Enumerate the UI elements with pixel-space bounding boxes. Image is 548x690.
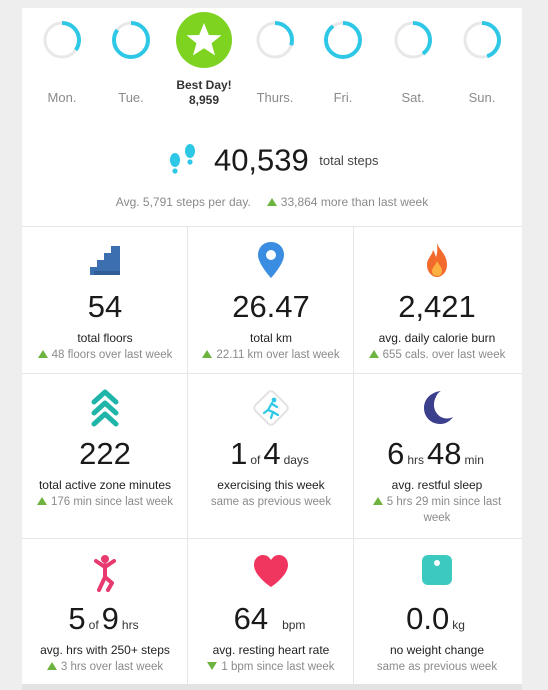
- progress-ring-icon: [324, 21, 362, 59]
- stat-label: avg. resting heart rate: [212, 643, 330, 657]
- stat-comparison: 1 bpm since last week: [192, 659, 350, 675]
- progress-ring-icon: [463, 21, 501, 59]
- stat-comparison: 3 hrs over last week: [26, 659, 184, 675]
- moon-icon: [354, 388, 520, 428]
- day-label: Sun.: [468, 90, 496, 105]
- scale-icon: [354, 553, 520, 593]
- stat-floors[interactable]: 54 total floors 48 floors over last week: [22, 227, 188, 374]
- day-label: Sat.: [401, 90, 425, 105]
- trend-down-icon: [207, 662, 218, 670]
- day-label: Fri.: [333, 90, 353, 105]
- total-steps-unit: total steps: [319, 153, 379, 168]
- trend-up-icon: [36, 497, 47, 505]
- trend-up-icon: [202, 350, 213, 358]
- best-day-label: Best Day!: [176, 78, 232, 92]
- trend-up-icon: [37, 350, 48, 358]
- flame-icon: [354, 241, 520, 281]
- trend-up-icon: [46, 662, 57, 670]
- steps-average-line: Avg. 5,791 steps per day. 33,864 more tha…: [22, 195, 522, 209]
- stat-comparison: 48 floors over last week: [26, 347, 184, 363]
- trend-up-icon: [372, 497, 383, 505]
- heart-icon: [188, 553, 354, 593]
- more-than-last-week-text: 33,864 more than last week: [280, 195, 429, 209]
- stat-comparison: 22.11 km over last week: [192, 347, 350, 363]
- total-steps-summary: 40,539 total steps: [22, 142, 522, 182]
- location-pin-icon: [188, 241, 354, 281]
- best-day-steps: 8,959: [188, 93, 220, 107]
- stairs-icon: [22, 241, 188, 281]
- stat-calories[interactable]: 2,421 avg. daily calorie burn 655 cals. …: [354, 227, 522, 374]
- stat-label: no weight change: [389, 643, 485, 657]
- stat-value: 26.47: [232, 289, 310, 324]
- stat-value: 54: [87, 289, 123, 324]
- stat-comparison: 655 cals. over last week: [358, 347, 516, 363]
- stat-distance[interactable]: 26.47 total km 22.11 km over last week: [188, 227, 354, 374]
- trend-up-icon: [368, 350, 379, 358]
- stat-label: avg. restful sleep: [391, 478, 483, 492]
- avg-steps-text: Avg. 5,791 steps per day.: [115, 195, 251, 209]
- day-wed-best[interactable]: Best Day! 8,959: [169, 12, 239, 108]
- day-label: Thurs.: [256, 90, 294, 105]
- stat-label: total active zone minutes: [38, 478, 172, 492]
- stat-value: 64 bpm: [233, 601, 306, 636]
- stat-value: 5 of9 hrs: [68, 601, 139, 636]
- stat-value: 0.0 kg: [406, 601, 465, 636]
- day-label: Tue.: [118, 90, 144, 105]
- stat-comparison: 176 min since last week: [26, 494, 184, 510]
- top-divider: [22, 0, 522, 8]
- stat-hourly-activity[interactable]: 5 of9 hrs avg. hrs with 250+ steps 3 hrs o…: [22, 539, 188, 687]
- stat-active-zone-minutes[interactable]: 222 total active zone minutes 176 min si…: [22, 374, 188, 539]
- progress-ring-icon: [394, 21, 432, 59]
- hourly-activity-icon: [22, 553, 188, 593]
- bottom-divider: [22, 684, 522, 690]
- footprints-icon: [166, 142, 200, 179]
- progress-ring-icon: [256, 21, 294, 59]
- stat-label: total km: [249, 331, 292, 345]
- day-tue[interactable]: Tue.: [96, 20, 166, 105]
- stat-comparison: same as previous week: [210, 496, 332, 508]
- stat-comparison: same as previous week: [376, 661, 498, 673]
- stat-resting-heart-rate[interactable]: 64 bpm avg. resting heart rate 1 bpm sinc…: [188, 539, 354, 687]
- day-sun[interactable]: Sun.: [447, 20, 517, 105]
- day-mon[interactable]: Mon.: [27, 20, 97, 105]
- day-label: Mon.: [47, 90, 77, 105]
- stat-label: avg. hrs with 250+ steps: [40, 643, 170, 657]
- weekly-summary-page: Mon. Tue. Best Day! 8,959 Thurs.: [22, 0, 522, 690]
- stat-label: total floors: [77, 331, 133, 345]
- week-progress-row: Mon. Tue. Best Day! 8,959 Thurs.: [22, 12, 522, 130]
- stat-exercise-days[interactable]: 1 of4 days exercising this week same as pr…: [188, 374, 354, 539]
- active-zone-icon: [22, 388, 188, 428]
- stat-label: exercising this week: [217, 478, 325, 492]
- day-sat[interactable]: Sat.: [378, 20, 448, 105]
- progress-ring-icon: [43, 21, 81, 59]
- trend-up-icon: [266, 198, 277, 206]
- progress-ring-icon: [112, 21, 150, 59]
- stat-label: avg. daily calorie burn: [378, 331, 496, 345]
- stat-sleep[interactable]: 6 hrs48 min avg. restful sleep 5 hrs 29 mi…: [354, 374, 522, 539]
- exercise-runner-icon: [188, 388, 354, 428]
- day-fri[interactable]: Fri.: [308, 20, 378, 105]
- stats-grid: 54 total floors 48 floors over last week…: [22, 226, 522, 687]
- stat-value: 1 of4 days: [230, 436, 309, 471]
- stat-value: 222: [79, 436, 131, 471]
- day-thu[interactable]: Thurs.: [240, 20, 310, 105]
- star-icon: [176, 12, 232, 68]
- stat-value: 6 hrs48 min: [387, 436, 484, 471]
- stat-value: 2,421: [398, 289, 476, 324]
- total-steps-value: 40,539: [213, 142, 309, 178]
- stat-weight[interactable]: 0.0 kg no weight change same as previous …: [354, 539, 522, 687]
- stat-comparison: 5 hrs 29 min since last week: [358, 494, 516, 526]
